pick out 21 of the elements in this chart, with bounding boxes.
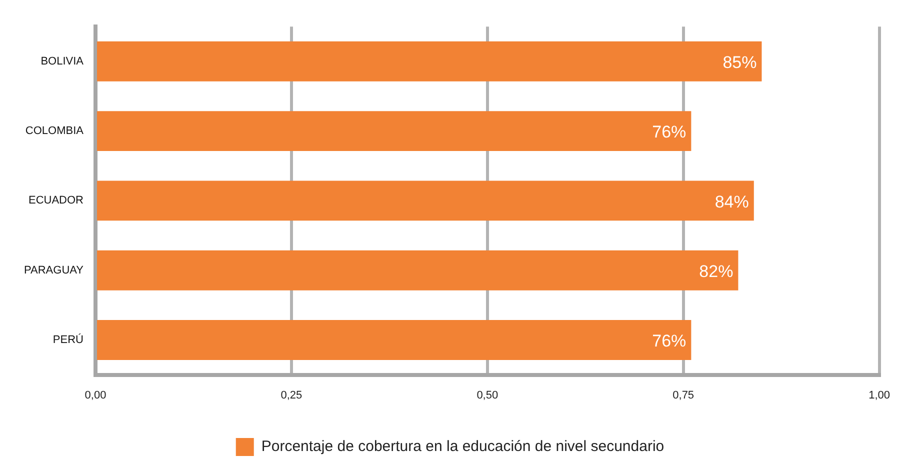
bar bbox=[96, 320, 692, 360]
data-label: 84% bbox=[714, 192, 749, 212]
bar bbox=[96, 180, 754, 221]
x-tick-label: 0,75 bbox=[672, 389, 694, 402]
y-tick-label: BOLIVIA bbox=[40, 55, 84, 68]
bar bbox=[96, 250, 738, 290]
data-label: 76% bbox=[652, 122, 686, 142]
y-tick-label: PERÚ bbox=[52, 333, 84, 346]
y-tick-label: PARAGUAY bbox=[24, 264, 84, 276]
legend-label: Porcentaje de cobertura en la educación de nivel secundario bbox=[261, 438, 664, 456]
y-tick-label: COLOMBIA bbox=[25, 125, 84, 138]
data-label: 82% bbox=[699, 262, 734, 282]
x-tick-label: 0,25 bbox=[280, 389, 302, 402]
x-tick-label: 0,50 bbox=[476, 389, 498, 402]
data-label: 85% bbox=[722, 53, 757, 72]
x-tick-label: 0,00 bbox=[84, 389, 106, 402]
bar bbox=[96, 41, 762, 82]
y-tick-label: ECUADOR bbox=[28, 194, 84, 207]
bar bbox=[96, 111, 692, 152]
data-label: 76% bbox=[652, 332, 686, 351]
x-tick-label: 1,00 bbox=[868, 389, 890, 402]
